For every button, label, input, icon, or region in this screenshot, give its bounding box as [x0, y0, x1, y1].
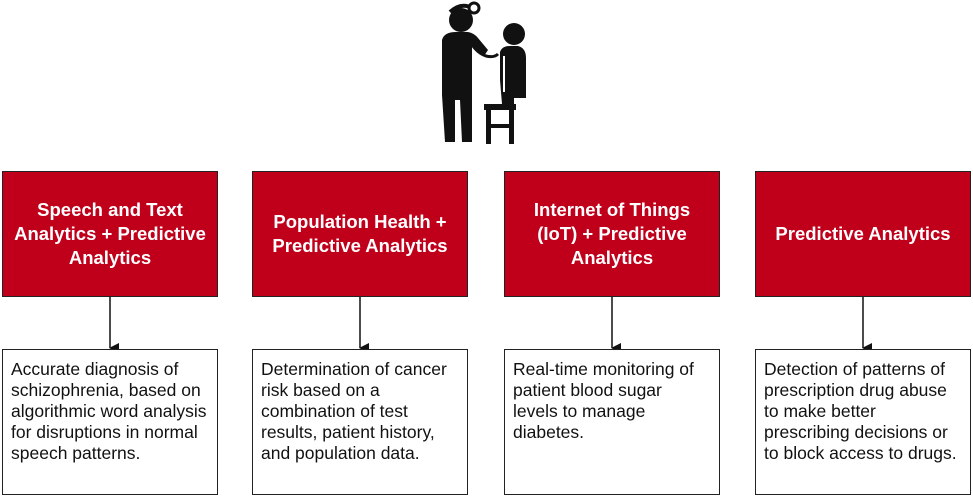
description-box-predictive: Detection of patterns of prescription dr…: [755, 349, 971, 495]
category-title: Predictive Analytics: [775, 223, 951, 244]
category-box-speech-text: Speech and Text Analytics + Predictive A…: [2, 171, 218, 297]
description-box-iot: Real-time monitoring of patient blood su…: [504, 349, 720, 495]
category-title: Internet of Things (IoT) + Predictive An…: [533, 199, 691, 268]
description-text: Determination of cancer risk based on a …: [261, 359, 447, 463]
description-text: Accurate diagnosis of schizophrenia, bas…: [11, 359, 207, 463]
category-title: Population Health + Predictive Analytics: [272, 211, 448, 256]
description-box-speech-text: Accurate diagnosis of schizophrenia, bas…: [2, 349, 218, 495]
description-box-population-health: Determination of cancer risk based on a …: [252, 349, 468, 495]
category-box-iot: Internet of Things (IoT) + Predictive An…: [504, 171, 720, 297]
category-box-predictive: Predictive Analytics: [755, 171, 971, 297]
doctor-patient-icon: [428, 0, 528, 146]
description-text: Detection of patterns of prescription dr…: [764, 359, 957, 463]
category-box-population-health: Population Health + Predictive Analytics: [252, 171, 468, 297]
category-title: Speech and Text Analytics + Predictive A…: [14, 199, 206, 268]
description-text: Real-time monitoring of patient blood su…: [513, 359, 694, 442]
